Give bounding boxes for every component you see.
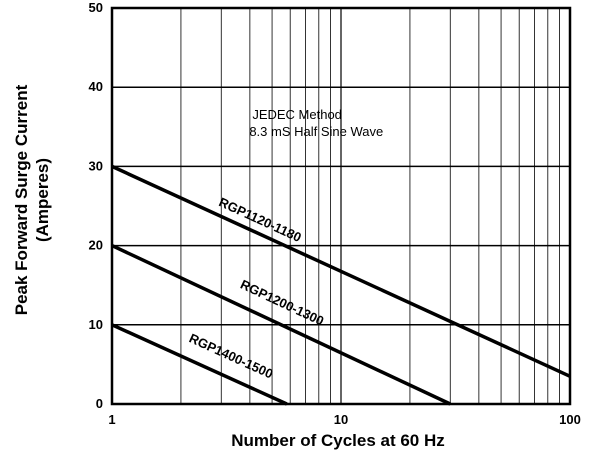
series-line xyxy=(111,164,571,378)
y-tick-label: 40 xyxy=(89,79,103,94)
tick-labels: 0 10 20 30 40 50 1 10 100 xyxy=(89,0,581,427)
series-lines xyxy=(111,164,571,406)
y-tick-label: 20 xyxy=(89,238,103,253)
y-tick-label: 50 xyxy=(89,0,103,15)
y-tick-label: 30 xyxy=(89,158,103,173)
y-tick-label: 0 xyxy=(96,396,103,411)
y-tick-label: 10 xyxy=(89,317,103,332)
series-label: RGP1200-1300 xyxy=(238,277,326,329)
series-label: RGP1400-1500 xyxy=(187,331,275,382)
y-axis-title-line-2: (Amperes) xyxy=(33,158,52,242)
x-axis-title: Number of Cycles at 60 Hz xyxy=(231,431,445,450)
y-axis-title-line-1: Peak Forward Surge Current xyxy=(12,84,31,315)
plot-frame xyxy=(110,6,572,406)
x-tick-label: 100 xyxy=(559,412,581,427)
series-line xyxy=(111,244,452,406)
x-tick-label: 10 xyxy=(334,412,348,427)
annotation-line-1: JEDEC Method xyxy=(252,107,342,122)
y-axis-title: Peak Forward Surge Current (Amperes) xyxy=(12,84,52,315)
annotation-line-2: 8.3 mS Half Sine Wave xyxy=(249,124,383,139)
series-line xyxy=(111,323,288,406)
x-tick-label: 1 xyxy=(108,412,115,427)
grid xyxy=(112,8,570,404)
